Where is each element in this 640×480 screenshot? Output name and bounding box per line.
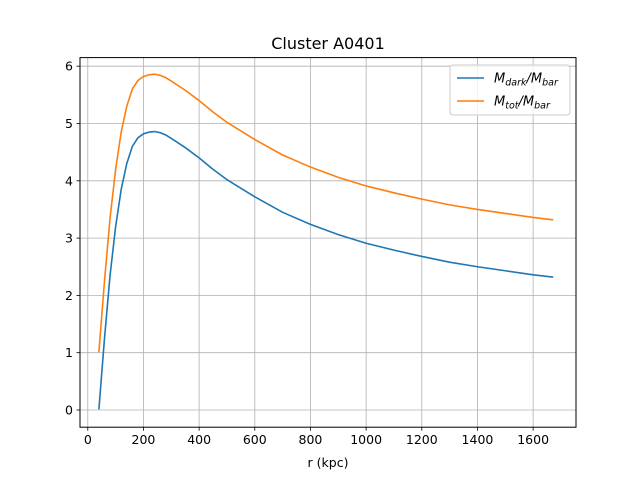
y-axis-ticks: 0 1 2 3 4 5 6 bbox=[65, 59, 80, 418]
grid bbox=[80, 57, 576, 428]
x-axis-label: r (kpc) bbox=[308, 455, 349, 470]
y-tick-label: 6 bbox=[65, 59, 73, 74]
x-axis-ticks: 0 200 400 600 800 1000 1200 1400 1600 bbox=[84, 427, 549, 447]
x-tick-label: 400 bbox=[187, 432, 211, 447]
x-tick-label: 600 bbox=[243, 432, 267, 447]
chart-title: Cluster A0401 bbox=[271, 34, 385, 53]
y-tick-label: 0 bbox=[65, 403, 73, 418]
x-tick-label: 1600 bbox=[517, 432, 549, 447]
series-line-1 bbox=[98, 73, 554, 353]
x-tick-label: 0 bbox=[84, 432, 92, 447]
legend-label-1: Mtot/Mbar bbox=[494, 95, 551, 112]
x-tick-label: 200 bbox=[132, 432, 156, 447]
plot-frame bbox=[79, 57, 577, 428]
x-tick-label: 800 bbox=[299, 432, 323, 447]
legend: Mdark/Mbar Mtot/Mbar bbox=[449, 64, 571, 116]
y-tick-label: 2 bbox=[65, 288, 73, 303]
x-tick-label: 1400 bbox=[462, 432, 494, 447]
y-tick-label: 4 bbox=[65, 173, 73, 188]
legend-label-0: Mdark/Mbar bbox=[494, 72, 559, 89]
y-tick-label: 1 bbox=[65, 345, 73, 360]
y-tick-label: 5 bbox=[65, 116, 73, 131]
x-tick-label: 1000 bbox=[350, 432, 382, 447]
y-tick-label: 3 bbox=[65, 231, 73, 246]
series-line-0 bbox=[98, 130, 554, 410]
plot-lines bbox=[98, 73, 554, 410]
x-tick-label: 1200 bbox=[406, 432, 438, 447]
